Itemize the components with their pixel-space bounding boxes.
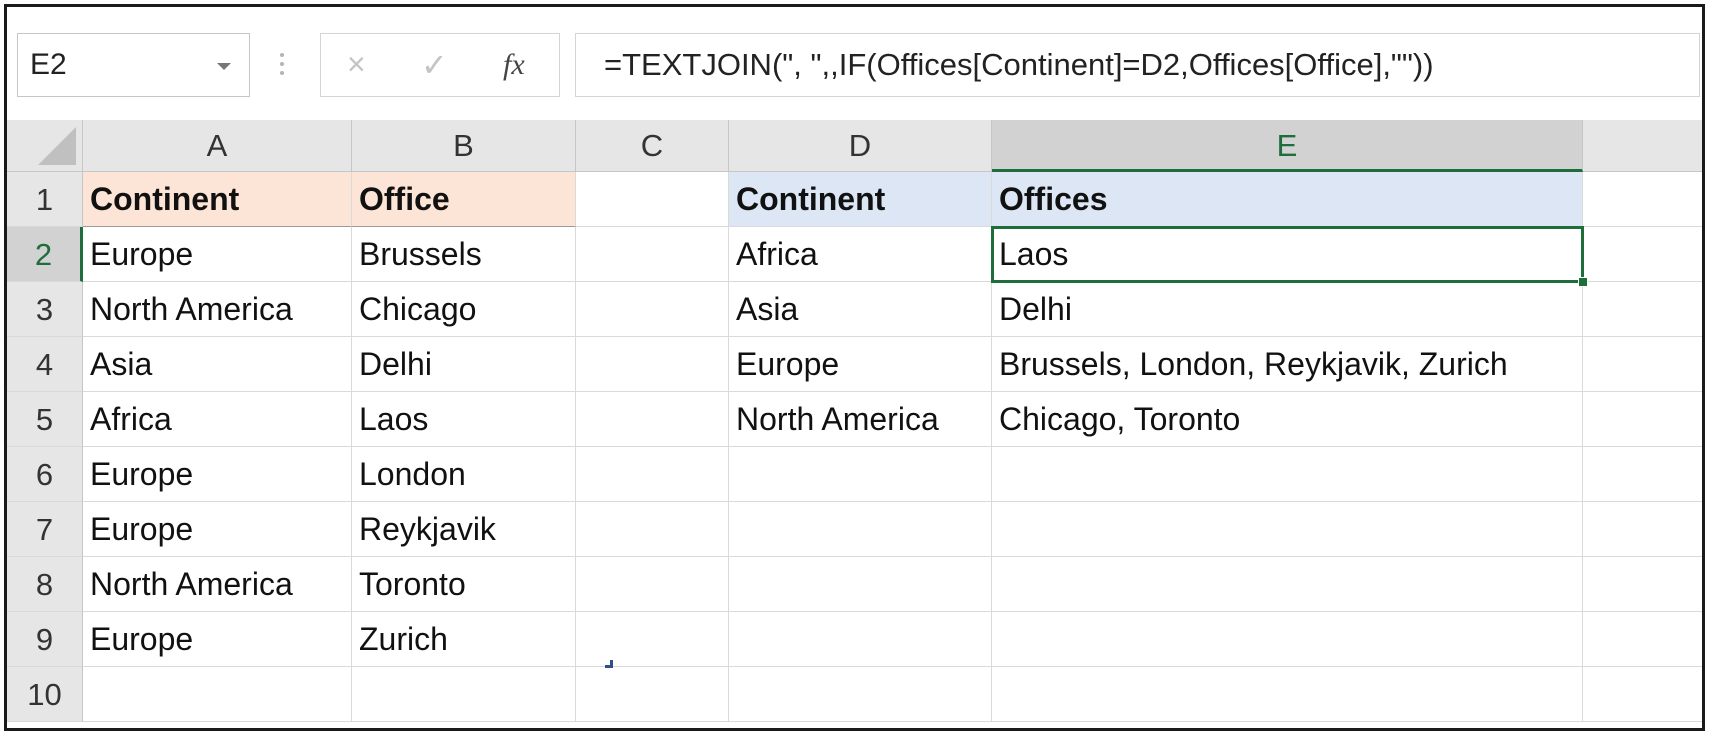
cell-f9[interactable] [1583,612,1702,667]
cell-b7[interactable]: Reykjavik [352,502,576,557]
column-header-empty [1583,120,1702,172]
cell-a10[interactable] [83,667,352,722]
cell-f4[interactable] [1583,337,1702,392]
name-box[interactable]: E2 [17,33,250,97]
excel-window: E2 × ✓ fx =TEXTJOIN(", ",,IF(Offices[Con… [4,4,1705,731]
check-icon[interactable]: ✓ [421,47,448,83]
cell-a3[interactable]: North America [83,282,352,337]
cell-e7[interactable] [992,502,1583,557]
cell-a5[interactable]: Africa [83,392,352,447]
cell-e9[interactable] [992,612,1583,667]
column-header-d[interactable]: D [729,120,992,172]
cell-f5[interactable] [1583,392,1702,447]
cell-a9[interactable]: Europe [83,612,352,667]
insert-function-icon[interactable]: fx [503,48,525,81]
row-header-1[interactable]: 1 [7,172,83,227]
row-header-2[interactable]: 2 [7,227,83,282]
cell-d4[interactable]: Europe [729,337,992,392]
cell-c10[interactable] [576,667,729,722]
cell-b10[interactable] [352,667,576,722]
cell-c5[interactable] [576,392,729,447]
cell-a1[interactable]: Continent [83,172,352,227]
select-all-button[interactable] [7,120,83,172]
cell-f10[interactable] [1583,667,1702,722]
cell-b8[interactable]: Toronto [352,557,576,612]
table-resize-handle[interactable] [605,660,613,668]
cell-a8[interactable]: North America [83,557,352,612]
cell-b1[interactable]: Office [352,172,576,227]
column-header-c[interactable]: C [576,120,729,172]
column-header-b[interactable]: B [352,120,576,172]
row-header-9[interactable]: 9 [7,612,83,667]
cell-e3[interactable]: Delhi [992,282,1583,337]
fill-handle[interactable] [1578,277,1588,287]
formula-buttons: × ✓ fx [320,33,560,97]
formula-text: =TEXTJOIN(", ",,IF(Offices[Continent]=D2… [604,47,1434,82]
formula-bar: E2 × ✓ fx =TEXTJOIN(", ",,IF(Offices[Con… [7,7,1702,129]
cell-c9[interactable] [576,612,729,667]
chevron-down-icon[interactable] [217,63,231,70]
cell-c6[interactable] [576,447,729,502]
cell-c3[interactable] [576,282,729,337]
cell-e5[interactable]: Chicago, Toronto [992,392,1583,447]
drag-handle-icon[interactable] [279,53,285,79]
cell-f6[interactable] [1583,447,1702,502]
row-header-5[interactable]: 5 [7,392,83,447]
cell-a6[interactable]: Europe [83,447,352,502]
cell-a4[interactable]: Asia [83,337,352,392]
cell-d5[interactable]: North America [729,392,992,447]
cell-f3[interactable] [1583,282,1702,337]
cell-c8[interactable] [576,557,729,612]
cell-e1[interactable]: Offices [992,172,1583,227]
cell-e8[interactable] [992,557,1583,612]
cell-d1[interactable]: Continent [729,172,992,227]
cell-d3[interactable]: Asia [729,282,992,337]
cell-f2[interactable] [1583,227,1702,282]
cell-f7[interactable] [1583,502,1702,557]
row-header-4[interactable]: 4 [7,337,83,392]
cell-c7[interactable] [576,502,729,557]
cell-e2[interactable]: Laos [992,227,1583,282]
row-header-7[interactable]: 7 [7,502,83,557]
cell-e4[interactable]: Brussels, London, Reykjavik, Zurich [992,337,1583,392]
cell-b4[interactable]: Delhi [352,337,576,392]
column-header-e[interactable]: E [992,120,1583,172]
select-all-triangle-icon [38,127,76,165]
cell-d6[interactable] [729,447,992,502]
cell-b6[interactable]: London [352,447,576,502]
cell-f1[interactable] [1583,172,1702,227]
cell-d9[interactable] [729,612,992,667]
cell-b9[interactable]: Zurich [352,612,576,667]
name-box-value: E2 [30,48,67,81]
row-header-8[interactable]: 8 [7,557,83,612]
formula-input[interactable]: =TEXTJOIN(", ",,IF(Offices[Continent]=D2… [575,33,1700,97]
cell-a2[interactable]: Europe [83,227,352,282]
cell-f8[interactable] [1583,557,1702,612]
cell-d7[interactable] [729,502,992,557]
cell-d2[interactable]: Africa [729,227,992,282]
row-header-6[interactable]: 6 [7,447,83,502]
cell-d10[interactable] [729,667,992,722]
cancel-icon[interactable]: × [347,46,366,82]
worksheet-grid: A B C D E 1 2 3 4 5 6 7 8 9 10 Continent… [7,120,1702,728]
cell-e6[interactable] [992,447,1583,502]
cell-b2[interactable]: Brussels [352,227,576,282]
row-header-3[interactable]: 3 [7,282,83,337]
cell-b5[interactable]: Laos [352,392,576,447]
row-header-10[interactable]: 10 [7,667,83,722]
cell-c2[interactable] [576,227,729,282]
cell-c1[interactable] [576,172,729,227]
cell-e10[interactable] [992,667,1583,722]
cell-a7[interactable]: Europe [83,502,352,557]
cell-b3[interactable]: Chicago [352,282,576,337]
column-header-a[interactable]: A [83,120,352,172]
cell-d8[interactable] [729,557,992,612]
cell-c4[interactable] [576,337,729,392]
